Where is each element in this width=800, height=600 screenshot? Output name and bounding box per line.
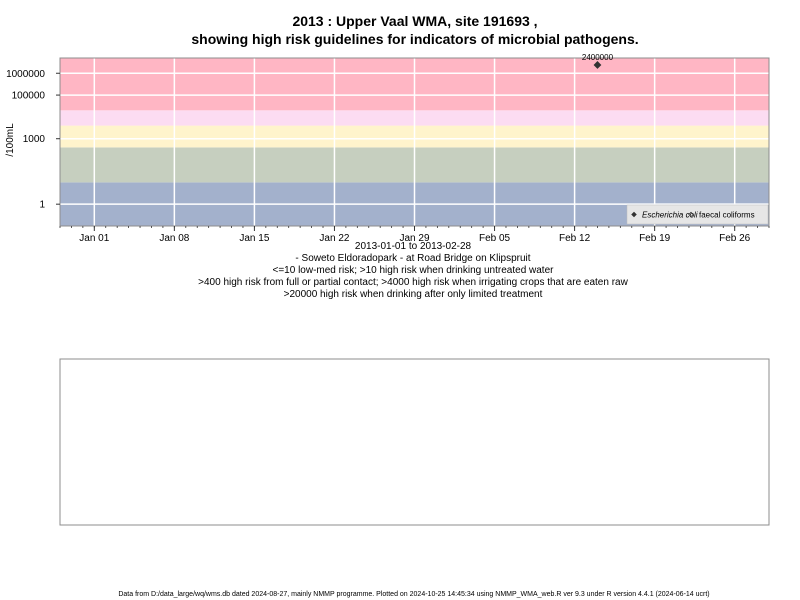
caption-line-5: >20000 high risk when drinking after onl… (284, 289, 543, 300)
legend-box (626, 204, 769, 225)
y-tick-label-2: 1000 (23, 134, 46, 145)
data-point-s1-1 (593, 61, 602, 69)
legend-marker-1 (631, 211, 637, 218)
plot-area: 1 1000 100000 1000000 Jan 01 Jan 08 Jan 15 Jan … (6, 53, 770, 244)
chart-caption: 2013-01-01 to 2013-02-28 - Soweto Eldora… (198, 241, 628, 300)
chart-title: 2013 : Upper Vaal WMA, site 191693 , (292, 13, 537, 29)
x-tick-label-9: Feb 26 (719, 233, 751, 244)
x-tick-label-8: Feb 19 (639, 233, 671, 244)
caption-line-1: 2013-01-01 to 2013-02-28 (355, 241, 472, 252)
x-tick-label-4: Jan 22 (319, 233, 349, 244)
legend-label-1: Escherichia coli (642, 211, 698, 220)
x-tick-label-1: Jan 01 (79, 233, 109, 244)
x-tick-label-7: Feb 12 (559, 233, 591, 244)
legend-label-2: faecal coliforms (699, 211, 755, 220)
chart-subtitle: showing high risk guidelines for indicat… (191, 31, 638, 47)
data-label-s1-1: 2400000 (582, 53, 614, 62)
x-tick-label-3: Jan 15 (239, 233, 269, 244)
x-tick-label-2: Jan 08 (159, 233, 189, 244)
caption-line-3: <=10 low-med risk; >10 high risk when dr… (273, 265, 555, 276)
footer-note: Data from D:/data_large/wq/wms.db dated … (118, 591, 709, 598)
y-tick-label-4: 1000000 (6, 69, 45, 80)
x-tick-label-6: Feb 05 (479, 233, 511, 244)
caption-line-2: - Soweto Eldoradopark - at Road Bridge o… (295, 253, 530, 264)
y-axis-label: /100mL (5, 123, 16, 157)
empty-secondary-panel (59, 358, 770, 526)
x-tick-label-5: Jan 29 (399, 233, 429, 244)
y-tick-label-1: 1 (39, 200, 45, 211)
legend-marker-2 (688, 211, 694, 218)
caption-line-4: >400 high risk from full or partial cont… (198, 277, 628, 288)
y-tick-label-3: 100000 (12, 91, 46, 102)
